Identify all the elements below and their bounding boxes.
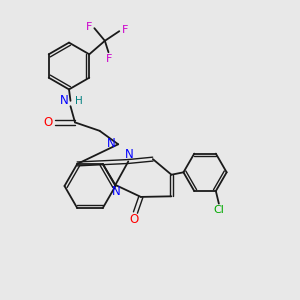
Text: O: O — [44, 116, 52, 129]
Text: O: O — [129, 213, 139, 226]
Text: N: N — [124, 148, 133, 161]
Text: N: N — [107, 137, 116, 150]
Text: F: F — [122, 25, 128, 35]
Text: H: H — [75, 96, 83, 106]
Text: F: F — [106, 54, 112, 64]
Text: N: N — [60, 94, 69, 107]
Text: N: N — [112, 185, 120, 198]
Text: Cl: Cl — [213, 205, 224, 214]
Text: F: F — [86, 22, 92, 32]
